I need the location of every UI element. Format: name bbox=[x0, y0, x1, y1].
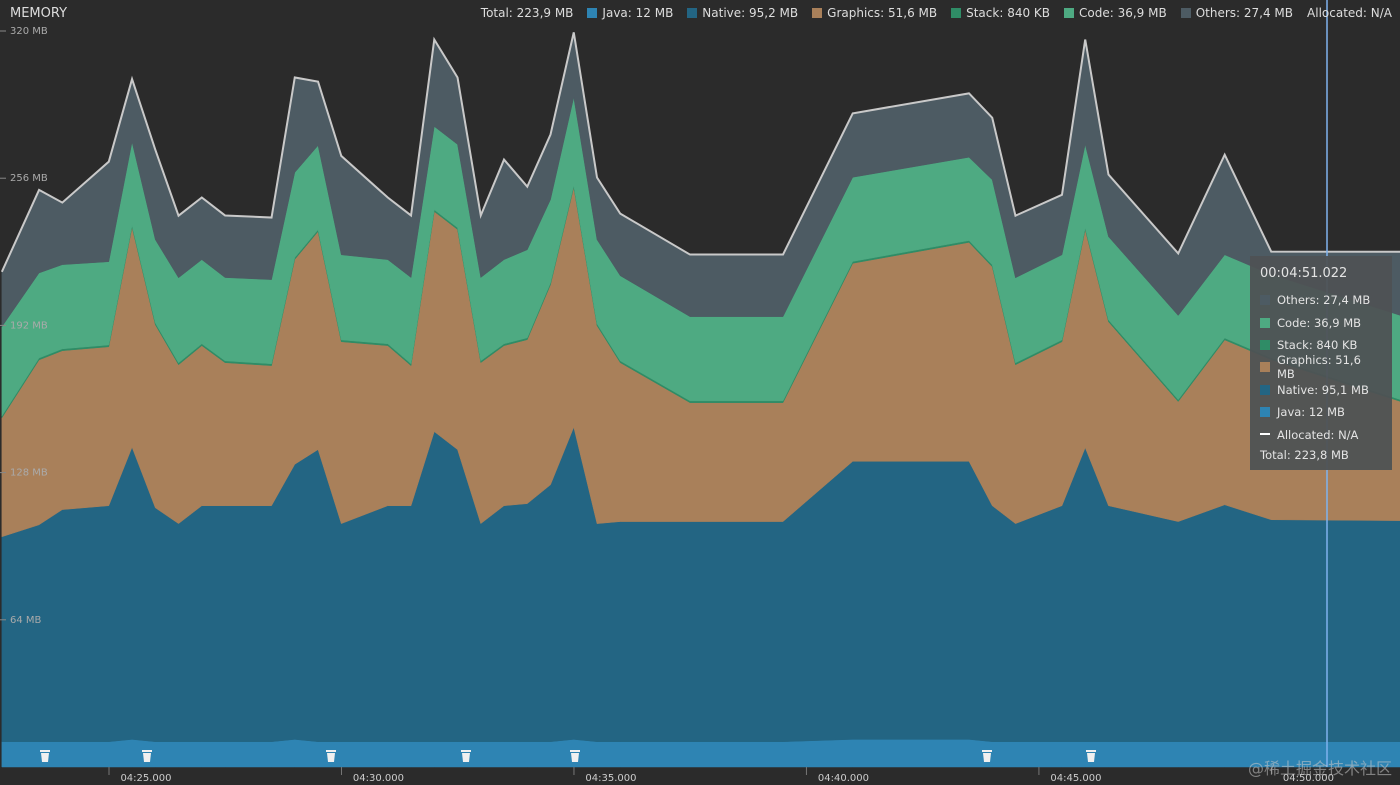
tooltip-time: 00:04:51.022 bbox=[1260, 266, 1348, 281]
title: MEMORY bbox=[10, 5, 68, 21]
legend: Total: 223,9 MB Java: 12 MB Native: 95,2 … bbox=[481, 6, 1392, 20]
tooltip-item: Stack: 840 KB bbox=[1260, 334, 1382, 356]
legend-label: Graphics: 51,6 MB bbox=[827, 6, 938, 20]
tooltip-item: Graphics: 51,6 MB bbox=[1260, 353, 1382, 382]
tooltip-swatch bbox=[1260, 407, 1270, 418]
x-tick-label: 04:30.000 bbox=[353, 773, 404, 784]
tooltip-label: Graphics: 51,6 MB bbox=[1276, 353, 1361, 382]
legend-item: Native: 95,2 MB bbox=[687, 6, 798, 20]
legend-item: Code: 36,9 MB bbox=[1064, 6, 1167, 20]
x-axis-strip bbox=[0, 767, 1400, 785]
legend-item: Graphics: 51,6 MB bbox=[812, 6, 937, 20]
legend-swatch bbox=[1180, 8, 1191, 18]
gc-icon-lid bbox=[40, 750, 50, 752]
tooltip-swatch bbox=[1260, 317, 1270, 328]
legend-label: Native: 95,2 MB bbox=[702, 6, 799, 20]
tooltip-item: Others: 27,4 MB bbox=[1260, 289, 1382, 311]
gc-events bbox=[40, 750, 1096, 762]
gc-icon-lid bbox=[461, 750, 471, 752]
x-tick-label: 04:25.000 bbox=[120, 773, 171, 784]
x-tick-label: 04:45.000 bbox=[1050, 773, 1101, 784]
tooltip-label: Stack: 840 KB bbox=[1277, 337, 1358, 352]
tooltip-swatch bbox=[1260, 339, 1270, 350]
tooltip-item: Java: 12 MB bbox=[1260, 401, 1382, 423]
header: MEMORY Total: 223,9 MB Java: 12 MB Native… bbox=[0, 0, 1400, 26]
gc-icon-body bbox=[1087, 753, 1095, 762]
tooltip-swatch bbox=[1260, 295, 1270, 306]
legend-swatch bbox=[812, 8, 823, 18]
legend-label: Stack: 840 KB bbox=[966, 6, 1051, 20]
legend-swatch bbox=[951, 8, 962, 18]
tooltip-label: Allocated: N/A bbox=[1277, 427, 1359, 442]
legend-item: Stack: 840 KB bbox=[951, 6, 1050, 20]
gc-icon-body bbox=[983, 753, 991, 762]
gc-icon-body bbox=[462, 753, 470, 762]
tooltip-label: Native: 95,1 MB bbox=[1277, 382, 1369, 397]
y-tick-label: 320 MB bbox=[10, 26, 48, 37]
tooltip-label: Others: 27,4 MB bbox=[1277, 293, 1371, 308]
gc-icon-body bbox=[41, 753, 49, 762]
y-tick-label: 128 MB bbox=[10, 468, 48, 479]
legend-label: Java: 12 MB bbox=[602, 6, 674, 20]
tooltip: 00:04:51.022 Others: 27,4 MB Code: 36,9 M… bbox=[1250, 256, 1392, 470]
tooltip-swatch bbox=[1260, 384, 1270, 395]
legend-swatch bbox=[587, 8, 598, 18]
tooltip-item: Native: 95,1 MB bbox=[1260, 379, 1382, 401]
gc-icon-body bbox=[571, 753, 579, 762]
legend-label: Others: 27,4 MB bbox=[1195, 6, 1294, 20]
tooltip-items: Others: 27,4 MB Code: 36,9 MB Stack: 840 K… bbox=[1260, 289, 1382, 446]
gc-icon-lid bbox=[326, 750, 336, 752]
watermark: @稀土掘金技术社区 bbox=[1247, 759, 1392, 778]
gc-icon-body bbox=[143, 753, 151, 762]
legend-item: Java: 12 MB bbox=[587, 6, 673, 20]
x-tick-label: 04:40.000 bbox=[818, 773, 869, 784]
x-tick-label: 04:50.000 bbox=[1283, 773, 1334, 784]
tooltip-item: Allocated: N/A bbox=[1260, 423, 1382, 445]
legend-label: Code: 36,9 MB bbox=[1079, 6, 1167, 20]
tooltip-label: Code: 36,9 MB bbox=[1277, 315, 1362, 330]
gc-icon-lid bbox=[982, 750, 992, 752]
legend-allocated: Allocated: N/A bbox=[1307, 6, 1392, 20]
legend-swatch bbox=[1064, 8, 1075, 18]
tooltip-swatch bbox=[1260, 432, 1270, 437]
y-tick-label: 192 MB bbox=[10, 320, 48, 331]
gc-icon-body bbox=[327, 753, 335, 762]
legend-item: Others: 27,4 MB bbox=[1180, 6, 1294, 20]
total-outline bbox=[0, 32, 1400, 273]
gc-icon-lid bbox=[570, 750, 580, 752]
legend-swatch bbox=[687, 8, 698, 18]
tooltip-item: Code: 36,9 MB bbox=[1260, 311, 1382, 333]
tooltip-swatch bbox=[1260, 362, 1270, 373]
x-tick-label: 04:35.000 bbox=[585, 773, 636, 784]
area-0 bbox=[1, 739, 1400, 768]
tooltip-total: Total: 223,8 MB bbox=[1260, 447, 1349, 462]
gc-icon-lid bbox=[1086, 750, 1096, 752]
legend-total: Total: 223,9 MB bbox=[480, 6, 574, 20]
y-tick-label: 64 MB bbox=[10, 615, 42, 626]
y-tick-label: 256 MB bbox=[10, 173, 48, 184]
tooltip-label: Java: 12 MB bbox=[1277, 405, 1345, 420]
gc-icon-lid bbox=[142, 750, 152, 752]
